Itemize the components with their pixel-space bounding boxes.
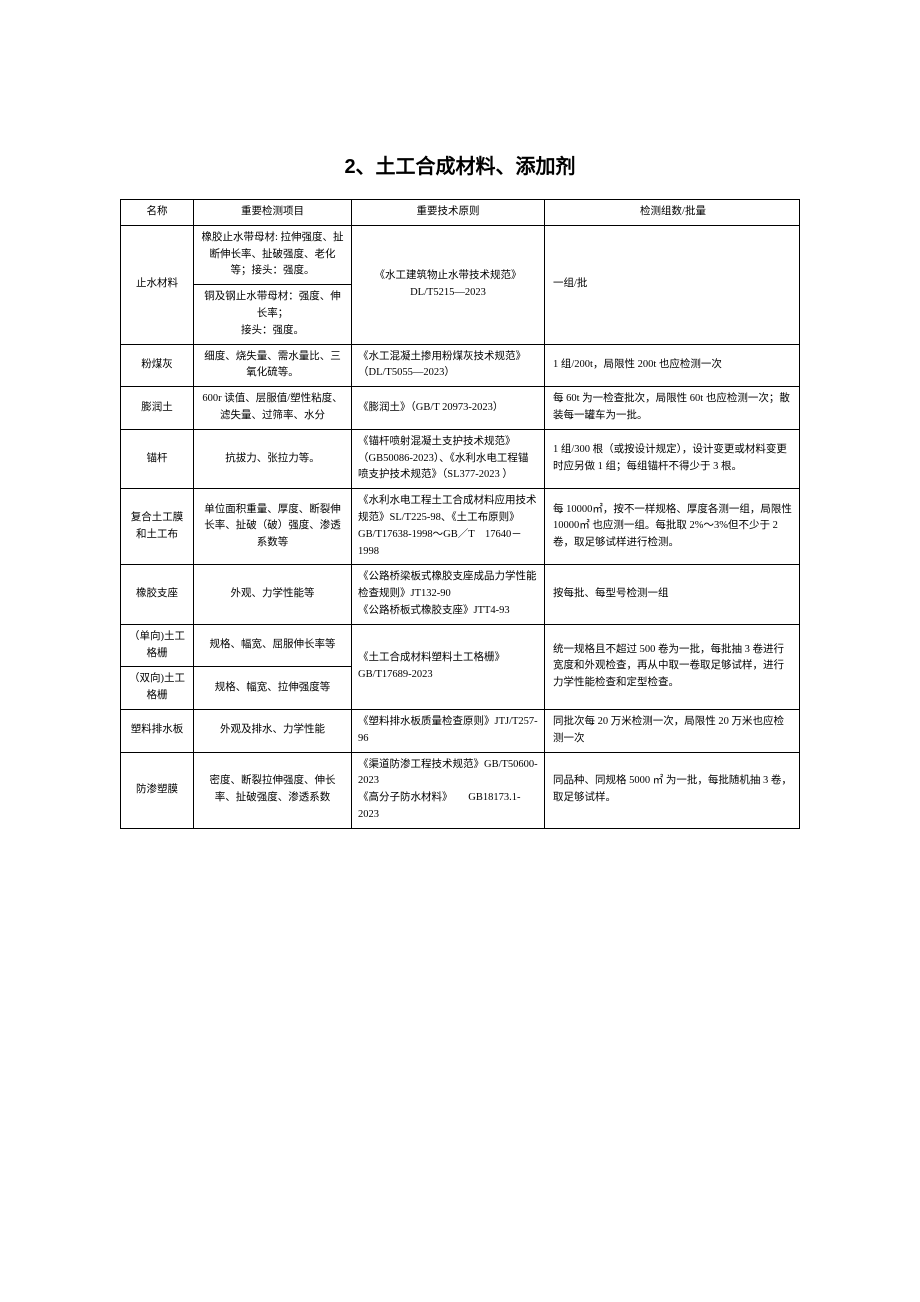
table-header-row: 名称 重要检测项目 重要技术原则 检测组数/批量 <box>121 200 800 226</box>
cell-test: 单位面积重量、厚度、断裂伸长率、扯破（破）强度、渗透系数等 <box>194 489 352 565</box>
cell-test: 外观、力学性能等 <box>194 565 352 624</box>
cell-test: 细度、烧失量、需水量比、三氧化硫等。 <box>194 344 352 387</box>
cell-standard: 《塑料排水板质量检查原则》JTJ/T257-96 <box>352 709 545 752</box>
table-row: 止水材料 橡胶止水带母材: 拉伸强度、扯断伸长率、扯破强度、老化等；接头：强度。… <box>121 225 800 284</box>
cell-test: 600r 读值、层服值/塑性粘度、滤失量、过筛率、水分 <box>194 387 352 430</box>
cell-standard: 《水工混凝土掺用粉煤灰技术规范》（DL/T5055—2023） <box>352 344 545 387</box>
table-row: （单向)土工格栅 规格、幅宽、屈服伸长率等 《土工合成材料塑料土工格栅》GB/T… <box>121 624 800 667</box>
table-row: 粉煤灰 细度、烧失量、需水量比、三氧化硫等。 《水工混凝土掺用粉煤灰技术规范》（… <box>121 344 800 387</box>
table-row: 橡胶支座 外观、力学性能等 《公路桥梁板式橡胶支座成品力学性能检查规则》JT13… <box>121 565 800 624</box>
cell-batch: 同品种、同规格 5000 ㎡ 为一批，每批随机抽 3 卷，取足够试样。 <box>545 752 800 828</box>
cell-name: 膨润土 <box>121 387 194 430</box>
cell-test: 外观及排水、力学性能 <box>194 709 352 752</box>
cell-standard: 《水工建筑物止水带技术规范》DL/T5215—2023 <box>352 225 545 344</box>
table-row: 塑料排水板 外观及排水、力学性能 《塑料排水板质量检查原则》JTJ/T257-9… <box>121 709 800 752</box>
cell-name: 橡胶支座 <box>121 565 194 624</box>
header-batch: 检测组数/批量 <box>545 200 800 226</box>
table-row: 锚杆 抗拔力、张拉力等。 《锚杆喷射混凝土支护技术规范》（GB50086-202… <box>121 429 800 488</box>
table-row: 复合土工膜和土工布 单位面积重量、厚度、断裂伸长率、扯破（破）强度、渗透系数等 … <box>121 489 800 565</box>
cell-test: 规格、幅宽、拉伸强度等 <box>194 667 352 710</box>
header-test-items: 重要检测项目 <box>194 200 352 226</box>
cell-name: （单向)土工格栅 <box>121 624 194 667</box>
cell-batch: 按每批、每型号检测一组 <box>545 565 800 624</box>
cell-test: 抗拔力、张拉力等。 <box>194 429 352 488</box>
cell-standard: 《膨润土》（GB/T 20973-2023） <box>352 387 545 430</box>
page-title: 2、土工合成材料、添加剂 <box>120 150 800 179</box>
header-name: 名称 <box>121 200 194 226</box>
cell-batch: 统一规格且不超过 500 卷为一批，每批抽 3 卷进行宽度和外观检查，再从中取一… <box>545 624 800 709</box>
cell-standard: 《公路桥梁板式橡胶支座成品力学性能检查规则》JT132-90 《公路桥板式橡胶支… <box>352 565 545 624</box>
cell-test: 规格、幅宽、屈服伸长率等 <box>194 624 352 667</box>
cell-batch: 每 10000㎡，按不一样规格、厚度各测一组，局限性 10000㎡ 也应测一组。… <box>545 489 800 565</box>
cell-standard: 《土工合成材料塑料土工格栅》GB/T17689-2023 <box>352 624 545 709</box>
cell-name: 复合土工膜和土工布 <box>121 489 194 565</box>
cell-name: 防渗塑膜 <box>121 752 194 828</box>
cell-batch: 1 组/200t，局限性 200t 也应检测一次 <box>545 344 800 387</box>
cell-name: （双向)土工格栅 <box>121 667 194 710</box>
cell-batch: 同批次每 20 万米检测一次，局限性 20 万米也应检测一次 <box>545 709 800 752</box>
cell-standard: 《渠道防渗工程技术规范》GB/T50600-2023 《高分子防水材料》 GB1… <box>352 752 545 828</box>
cell-standard: 《水利水电工程土工合成材料应用技术规范》SL/T225-98、《土工布原则》GB… <box>352 489 545 565</box>
cell-batch: 1 组/300 根（或按设计规定），设计变更或材料变更时应另做 1 组；每组锚杆… <box>545 429 800 488</box>
cell-name: 锚杆 <box>121 429 194 488</box>
header-standard: 重要技术原则 <box>352 200 545 226</box>
cell-test: 密度、断裂拉伸强度、伸长率、扯破强度、渗透系数 <box>194 752 352 828</box>
cell-batch: 每 60t 为一检查批次，局限性 60t 也应检测一次；散装每一罐车为一批。 <box>545 387 800 430</box>
table-row: 膨润土 600r 读值、层服值/塑性粘度、滤失量、过筛率、水分 《膨润土》（GB… <box>121 387 800 430</box>
cell-name: 塑料排水板 <box>121 709 194 752</box>
table-row: 防渗塑膜 密度、断裂拉伸强度、伸长率、扯破强度、渗透系数 《渠道防渗工程技术规范… <box>121 752 800 828</box>
cell-name: 粉煤灰 <box>121 344 194 387</box>
cell-batch: 一组/批 <box>545 225 800 344</box>
cell-standard: 《锚杆喷射混凝土支护技术规范》（GB50086-2023）、《水利水电工程锚喷支… <box>352 429 545 488</box>
cell-test: 橡胶止水带母材: 拉伸强度、扯断伸长率、扯破强度、老化等；接头：强度。 <box>194 225 352 284</box>
cell-name: 止水材料 <box>121 225 194 344</box>
cell-test: 铜及钢止水带母材：强度、伸长率； 接头：强度。 <box>194 285 352 344</box>
materials-table: 名称 重要检测项目 重要技术原则 检测组数/批量 止水材料 橡胶止水带母材: 拉… <box>120 199 800 829</box>
